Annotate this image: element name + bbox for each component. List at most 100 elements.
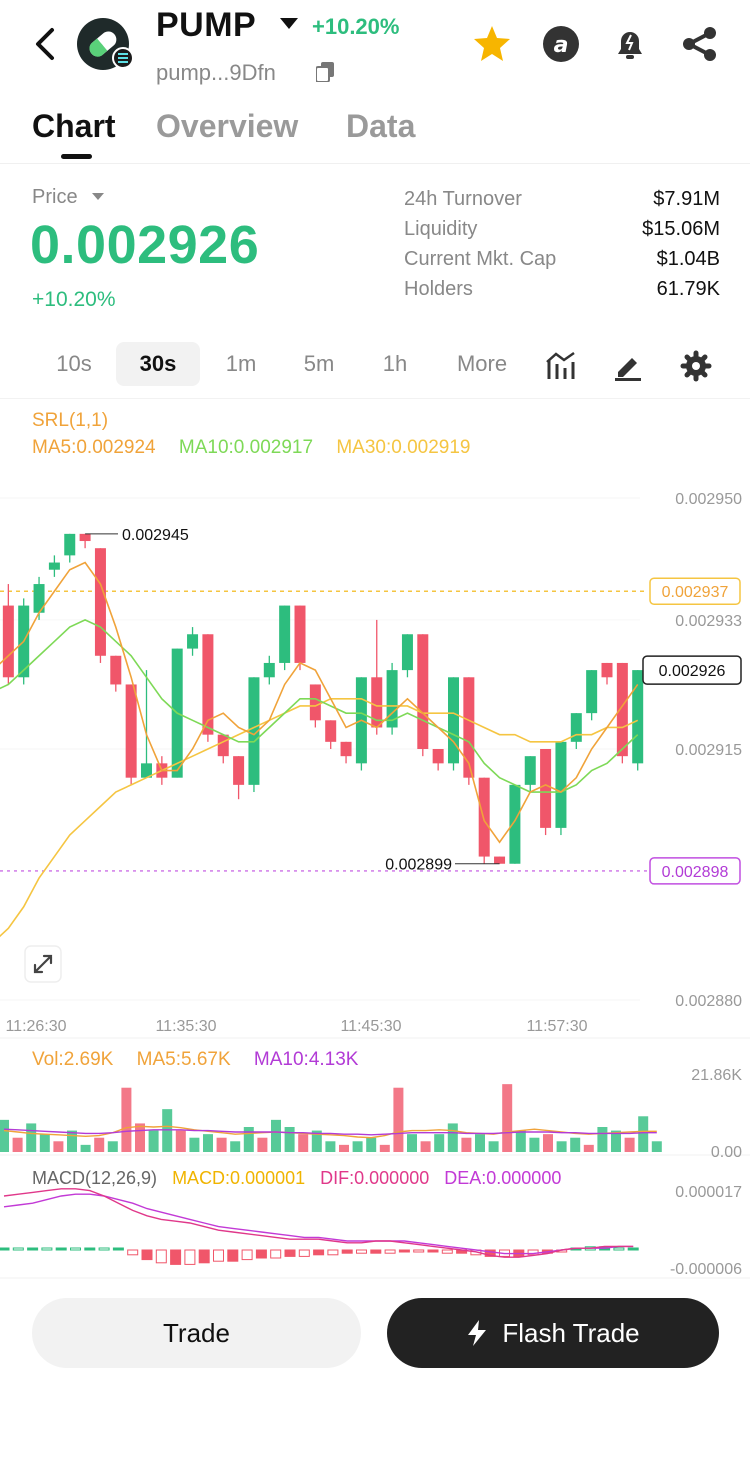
macd-histogram-bar <box>398 1249 410 1253</box>
stat-label: 24h Turnover <box>404 188 522 210</box>
active-tab-indicator <box>61 154 92 159</box>
price-dropdown-caret-icon[interactable] <box>92 193 104 200</box>
draw-tool-icon[interactable] <box>612 350 644 382</box>
volume-bar <box>651 1141 662 1152</box>
dif-line <box>3 1188 634 1258</box>
macd-histogram-bar <box>41 1247 53 1251</box>
candle-down <box>432 749 444 764</box>
candle-up <box>33 584 45 613</box>
volume-bar <box>243 1127 254 1152</box>
dea-line <box>3 1193 634 1255</box>
macd-histogram-bar <box>84 1247 96 1251</box>
dashed-high-label: 0.002937 <box>662 584 729 601</box>
interval-30s[interactable]: 30s <box>116 342 200 386</box>
volume-bar <box>420 1141 431 1152</box>
macd-histogram-bar <box>70 1247 81 1251</box>
volume-bar <box>298 1134 309 1152</box>
current-price-label: 0.002926 <box>659 663 726 680</box>
macd-histogram-bar <box>298 1249 310 1257</box>
flash-trade-button[interactable]: Flash Trade <box>387 1298 719 1368</box>
macd-histogram-bar <box>341 1249 353 1254</box>
tab-chart[interactable]: Chart <box>32 108 116 144</box>
candle-down <box>417 634 429 749</box>
candle-down <box>616 662 628 757</box>
copy-icon[interactable] <box>316 62 334 82</box>
candle-up <box>263 662 275 678</box>
token-dropdown-caret-icon[interactable] <box>280 18 298 29</box>
candle-down <box>94 548 106 656</box>
flash-trade-label: Flash Trade <box>502 1318 640 1348</box>
volume-bar <box>80 1144 91 1152</box>
star-icon[interactable] <box>472 24 512 64</box>
indicator-icon[interactable] <box>544 350 576 382</box>
candle-down <box>371 677 383 728</box>
macd-histogram-bar <box>227 1249 239 1262</box>
interval-1m[interactable]: 1m <box>225 351 257 376</box>
volume-bar <box>230 1141 241 1152</box>
volume-bar <box>352 1141 363 1152</box>
candle-down <box>494 856 506 864</box>
candle-up <box>279 605 291 663</box>
macd-histogram-bar <box>484 1249 496 1257</box>
volume-bar <box>0 1119 9 1152</box>
macd-axis-max: 0.000017 <box>675 1184 742 1201</box>
stat-row: 24h Turnover $7.91M <box>404 188 720 218</box>
macd-value: MACD:0.000001 <box>172 1168 306 1188</box>
trade-button[interactable]: Trade <box>32 1298 361 1368</box>
volume-bar <box>325 1141 336 1152</box>
srl-indicator: SRL(1,1) <box>32 410 109 431</box>
candle-up <box>448 677 459 764</box>
candle-down <box>478 777 490 857</box>
volume-bar <box>515 1130 526 1152</box>
volume-bar <box>135 1123 145 1152</box>
y-axis-tick-label: 0.002880 <box>675 993 742 1010</box>
volume-bar <box>556 1141 567 1152</box>
x-axis-tick-label: 11:45:30 <box>340 1018 401 1035</box>
price-label[interactable]: Price <box>32 186 78 208</box>
volume-bar <box>475 1134 485 1152</box>
candle-down <box>79 533 91 542</box>
volume-bar <box>611 1130 621 1152</box>
volume-bar <box>311 1130 322 1152</box>
candle-up <box>586 670 598 714</box>
volume-bar <box>162 1109 173 1152</box>
macd-histogram-bar <box>27 1247 39 1251</box>
interval-5m[interactable]: 5m <box>303 351 335 376</box>
volume-bar <box>175 1130 186 1152</box>
volume-bar <box>638 1116 649 1152</box>
interval-1h[interactable]: 1h <box>382 351 408 376</box>
price-alert-bell-icon[interactable] <box>610 24 650 64</box>
macd-histogram-bar <box>627 1247 639 1251</box>
price-change: +10.20% <box>32 288 116 311</box>
stat-value: $1.04B <box>656 248 720 270</box>
tab-data[interactable]: Data <box>346 108 416 144</box>
y-axis-tick-label: 0.002950 <box>675 491 742 508</box>
candle-down <box>340 741 352 757</box>
macd-legend: MACD(12,26,9) MACD:0.000001 DIF:0.000000… <box>32 1168 561 1189</box>
macd-histogram-bar <box>213 1249 224 1262</box>
y-axis-tick-label: 0.002933 <box>675 613 742 630</box>
candle-down <box>309 684 321 721</box>
ma5-line <box>0 561 639 844</box>
tab-overview[interactable]: Overview <box>156 108 299 144</box>
candle-down <box>540 749 552 828</box>
vol-ma10-legend: MA10:4.13K <box>253 1049 359 1070</box>
macd-histogram-bar <box>0 1247 10 1251</box>
header-bar: PUMP +10.20% pump...9Dfn a <box>0 0 750 95</box>
back-arrow-icon[interactable] <box>30 24 60 64</box>
volume-bar <box>379 1144 390 1152</box>
interval-more[interactable]: More <box>456 351 508 376</box>
macd-histogram-bar <box>127 1249 139 1256</box>
price-chart[interactable]: 0.002950 0.002933 0.002915 0.002880 11:26:30… <box>0 400 750 1280</box>
candle-up <box>48 562 60 570</box>
volume-legend: Vol:2.69K MA5:5.67K MA10:4.13K <box>32 1049 376 1071</box>
settings-gear-icon[interactable] <box>680 350 712 382</box>
stat-value: 61.79K <box>656 278 720 300</box>
token-symbol[interactable]: PUMP <box>156 6 257 44</box>
interval-10s[interactable]: 10s <box>56 351 92 376</box>
volume-bar <box>624 1137 635 1152</box>
ai-assistant-icon[interactable]: a <box>541 24 581 64</box>
volume-bar <box>366 1137 377 1152</box>
stat-value: $15.06M <box>642 218 720 240</box>
share-icon[interactable] <box>680 24 720 64</box>
